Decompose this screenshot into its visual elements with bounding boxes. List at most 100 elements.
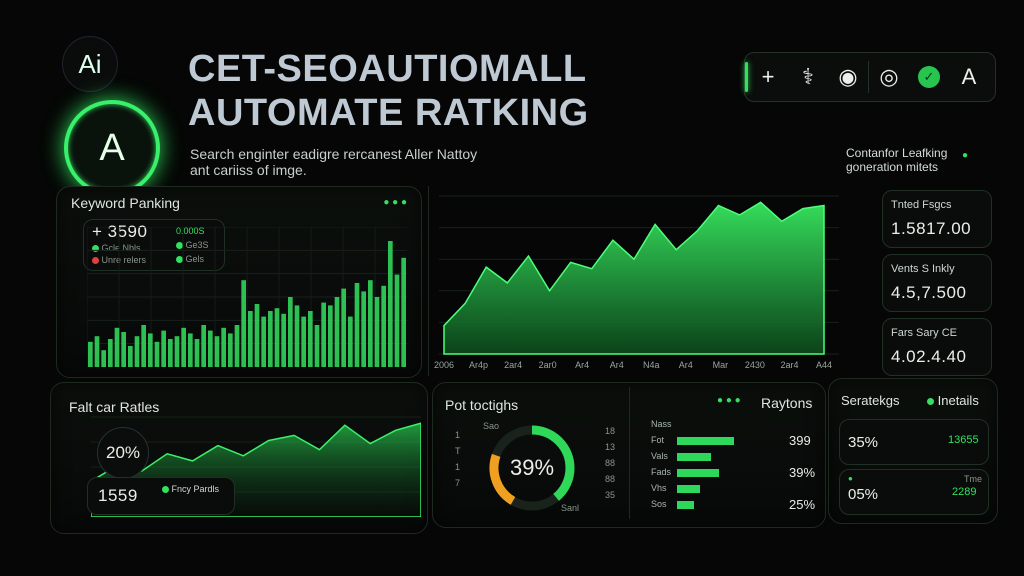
keyword-bar bbox=[254, 304, 260, 367]
report-row[interactable]: Fot 399 bbox=[651, 433, 821, 449]
keyword-bar bbox=[174, 336, 180, 367]
side-stat-card-3[interactable]: Fars Sary CE 4.02.4.40 bbox=[882, 318, 992, 376]
keyword-bar bbox=[154, 341, 160, 367]
stat-label: Fars Sary CE bbox=[891, 327, 958, 339]
x-tick-label: 2ar4 bbox=[504, 360, 522, 370]
keyword-ranking-panel: Keyword Panking ● ● ● + 3590 Gcle Nbls U… bbox=[56, 186, 422, 378]
rank-panel: Falt car Ratles 20% 1559 Fncy Pardls bbox=[50, 382, 428, 534]
report-row[interactable]: Nass bbox=[651, 417, 821, 433]
report-label: Fot bbox=[651, 435, 665, 445]
x-tick-label: N4a bbox=[643, 360, 660, 370]
strategy-dot: ● bbox=[848, 474, 853, 483]
rank-legend: Fncy Pardls bbox=[162, 484, 219, 494]
keyword-bar bbox=[234, 325, 240, 367]
donut-right-ticks: 18 13 88 88 35 bbox=[605, 426, 616, 500]
green-dot-icon bbox=[176, 256, 183, 264]
report-bar bbox=[677, 485, 700, 493]
x-tick-label: Ar4 bbox=[679, 360, 693, 370]
record-button[interactable]: ◉ bbox=[828, 57, 868, 97]
donut-slice-main bbox=[489, 425, 575, 511]
stat-value: 4.5,7.500 bbox=[891, 283, 967, 302]
keyword-bar bbox=[301, 316, 306, 367]
add-button[interactable]: + bbox=[748, 57, 788, 97]
keyword-bar bbox=[94, 336, 100, 367]
keyword-bar bbox=[288, 297, 293, 367]
report-percent: 39% bbox=[789, 465, 816, 480]
report-row[interactable]: Fads 39% bbox=[651, 465, 821, 481]
report-bar bbox=[677, 437, 734, 445]
keyword-panel-title: Keyword Panking bbox=[71, 195, 180, 211]
x-tick-label: Mar bbox=[713, 360, 729, 370]
keyword-bar bbox=[114, 327, 120, 367]
keyword-bar bbox=[308, 311, 313, 367]
green-dot-icon bbox=[927, 398, 934, 406]
report-row[interactable]: Vals bbox=[651, 449, 821, 465]
report-percent: 25% bbox=[789, 497, 816, 512]
keyword-bar bbox=[361, 291, 366, 367]
report-label: Vals bbox=[651, 451, 668, 461]
donut-top-label: Sao bbox=[483, 421, 500, 431]
keyword-bar bbox=[381, 285, 386, 367]
top-toolbar: + ⚕ ◉ ◎ ✓ A bbox=[744, 52, 996, 102]
target-icon: ◎ bbox=[879, 64, 899, 89]
panel-indicator: ● ● ● bbox=[383, 197, 407, 208]
reports-title: Raytons bbox=[761, 395, 813, 411]
toolbar-divider bbox=[868, 61, 869, 93]
strategy-row-2[interactable]: ● 05% Tme 2289 bbox=[839, 469, 989, 515]
font-button[interactable]: A bbox=[949, 57, 989, 97]
donut-panel-title: Pot toctighs bbox=[445, 397, 519, 413]
x-tick-label: 2430 bbox=[745, 360, 765, 370]
keyword-bar bbox=[261, 316, 266, 367]
side-stat-card-2[interactable]: Vents S Inkly 4.5,7.500 bbox=[882, 254, 992, 312]
report-label: Nass bbox=[651, 419, 672, 429]
donut-bottom-label: Sanl bbox=[561, 503, 580, 513]
keyword-bar bbox=[314, 325, 320, 367]
report-row[interactable]: Vhs bbox=[651, 481, 821, 497]
strategy-title: Seratekgs bbox=[841, 393, 900, 408]
keyword-bar bbox=[394, 274, 400, 367]
keyword-bar bbox=[221, 327, 226, 367]
rank-count: 1559 bbox=[98, 486, 138, 505]
rank-summary-card: 1559 Fncy Pardls bbox=[87, 477, 235, 515]
keyword-bar bbox=[141, 325, 146, 367]
x-tick-label: 2006 bbox=[434, 360, 454, 370]
details-link[interactable]: Inetails bbox=[927, 393, 979, 408]
report-bar bbox=[677, 501, 694, 509]
keyword-bar bbox=[368, 280, 373, 367]
plus-icon: + bbox=[761, 64, 775, 89]
report-bar bbox=[677, 469, 719, 477]
logo-badge: A bbox=[64, 100, 160, 196]
target-button[interactable]: ◎ bbox=[869, 57, 909, 97]
font-icon: A bbox=[961, 64, 977, 89]
report-label: Vhs bbox=[651, 483, 667, 493]
agent-button[interactable]: ✓ bbox=[909, 57, 949, 97]
legend-value-1: 0.000S bbox=[176, 226, 205, 236]
share-button[interactable]: ⚕ bbox=[788, 57, 828, 97]
rank-percent-badge: 20% bbox=[97, 427, 149, 479]
keyword-bar bbox=[214, 336, 220, 367]
panel-divider bbox=[629, 387, 630, 519]
keyword-bar bbox=[148, 333, 153, 367]
record-icon: ◉ bbox=[838, 64, 858, 89]
strategy-value: 13655 bbox=[948, 434, 979, 446]
keyword-bar bbox=[108, 339, 113, 367]
keyword-bar bbox=[401, 257, 406, 367]
x-tick-label: A44 bbox=[816, 360, 832, 370]
legend-value-3: Gels bbox=[176, 254, 204, 264]
strategy-row-1[interactable]: 35% 13655 bbox=[839, 419, 989, 465]
legend-row-2: Unre relers bbox=[92, 255, 146, 265]
share-icon: ⚕ bbox=[802, 64, 814, 89]
keyword-bar bbox=[101, 350, 106, 367]
keyword-bar bbox=[241, 280, 246, 367]
stat-value: 1.5817.00 bbox=[891, 219, 972, 238]
stat-value: 4.02.4.40 bbox=[891, 347, 967, 366]
report-row[interactable]: Sos 25% bbox=[651, 497, 821, 513]
logo-small: Ai bbox=[62, 36, 118, 92]
strategy-pct: 35% bbox=[848, 434, 879, 451]
side-stat-card-1[interactable]: Tnted Fsgcs 1.5817.00 bbox=[882, 190, 992, 248]
stat-label: Tnted Fsgcs bbox=[891, 199, 952, 211]
keyword-bar bbox=[388, 241, 393, 367]
keyword-bar bbox=[228, 333, 233, 367]
donut-chart bbox=[489, 425, 575, 511]
strategy-value: 2289 bbox=[952, 486, 977, 498]
